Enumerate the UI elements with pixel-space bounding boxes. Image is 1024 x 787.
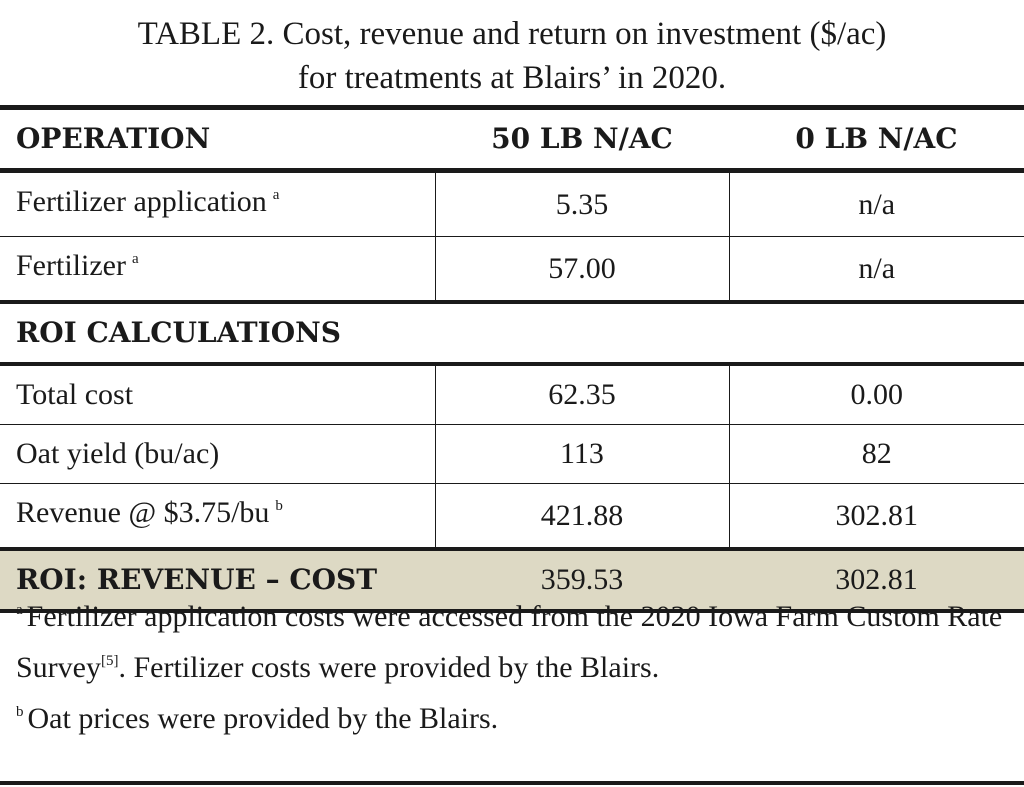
footnote-marker: b xyxy=(275,498,283,514)
value-50lb: 62.35 xyxy=(434,364,729,425)
footnote-b-text: Oat prices were provided by the Blairs. xyxy=(27,702,499,735)
row-label: Oat yield (bu/ac) xyxy=(0,424,435,484)
header-50lb: 50 LB N/AC xyxy=(435,105,729,173)
section-header-row: ROI CALCULATIONS xyxy=(0,300,1024,366)
footnote-a-text-end: . Fertilizer costs were provided by the … xyxy=(118,651,660,684)
reference-marker: [5] xyxy=(101,653,119,669)
footnotes: a Fertilizer application costs were acces… xyxy=(16,594,1016,747)
value-50lb: 5.35 xyxy=(434,170,729,237)
row-label: Revenue @ $3.75/bu b xyxy=(0,483,435,550)
table-row: Oat yield (bu/ac) 113 82 xyxy=(0,424,1024,484)
row-label-text: Revenue @ $3.75/bu xyxy=(16,496,270,529)
row-label: Fertilizer a xyxy=(0,236,435,303)
header-operation: OPERATION xyxy=(0,105,435,173)
roi-total-0lb: 302.81 xyxy=(729,547,1024,613)
table-row: Total cost 62.35 0.00 xyxy=(0,364,1024,425)
value-0lb: n/a xyxy=(728,170,1024,237)
value-0lb: 302.81 xyxy=(728,483,1024,550)
header-row: OPERATION 50 LB N/AC 0 LB N/AC xyxy=(0,105,1024,173)
roi-total-50lb: 359.53 xyxy=(435,547,729,613)
table-row: Fertilizer a 57.00 n/a xyxy=(0,236,1024,303)
row-label: Total cost xyxy=(0,364,435,425)
section-roi-calculations: ROI CALCULATIONS xyxy=(0,300,1024,366)
bottom-rule xyxy=(0,781,1024,785)
value-0lb: n/a xyxy=(728,236,1024,303)
value-0lb: 82 xyxy=(728,424,1024,484)
footnote-a-marker: a xyxy=(16,602,23,618)
row-label: Fertilizer application a xyxy=(0,170,435,237)
footnote-marker: a xyxy=(131,251,139,267)
footnote-b: b Oat prices were provided by the Blairs. xyxy=(16,696,1016,747)
row-label-text: Fertilizer application xyxy=(16,185,267,218)
table-row: Fertilizer application a 5.35 n/a xyxy=(0,170,1024,237)
roi-total-label: ROI: REVENUE – COST xyxy=(0,547,435,613)
footnote-a-text: Fertilizer application costs were access… xyxy=(16,600,1003,684)
value-0lb: 0.00 xyxy=(728,364,1024,425)
table-title-line-2: for treatments at Blairs’ in 2020. xyxy=(297,60,727,96)
table-title-line-1: TABLE 2. Cost, revenue and return on inv… xyxy=(137,16,887,52)
value-50lb: 421.88 xyxy=(434,483,729,550)
row-label-text: Fertilizer xyxy=(16,249,126,282)
value-50lb: 113 xyxy=(434,424,729,484)
table-row: Revenue @ $3.75/bu b 421.88 302.81 xyxy=(0,483,1024,550)
roi-table: OPERATION 50 LB N/AC 0 LB N/AC Fertilize… xyxy=(0,105,1024,613)
value-50lb: 57.00 xyxy=(434,236,729,303)
table-title: TABLE 2. Cost, revenue and return on inv… xyxy=(0,12,1024,100)
footnote-a: a Fertilizer application costs were acces… xyxy=(16,594,1016,696)
footnote-b-marker: b xyxy=(16,704,24,720)
footnote-marker: a xyxy=(272,187,280,203)
roi-total-row: ROI: REVENUE – COST 359.53 302.81 xyxy=(0,547,1024,613)
header-0lb: 0 LB N/AC xyxy=(729,105,1024,173)
